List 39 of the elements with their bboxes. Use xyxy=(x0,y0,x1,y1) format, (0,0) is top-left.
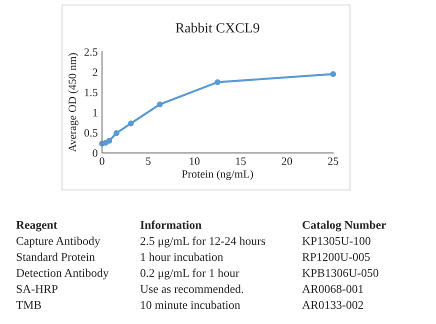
point xyxy=(330,71,336,78)
x-tick-label: 25 xyxy=(328,157,338,165)
text: 0.2 μg/mL for 1 hour xyxy=(140,268,240,280)
point xyxy=(128,120,134,126)
x-tick-label: 10 xyxy=(190,157,200,165)
text: KP1305U-100 xyxy=(302,236,370,245)
text: KPB1306U-050 xyxy=(302,268,378,277)
text: Reagent xyxy=(16,221,58,232)
y-tick-label: 1 xyxy=(93,109,98,116)
y-tick-label: 2 xyxy=(92,68,98,76)
y-axis-title: Average OD (450 nm) xyxy=(68,53,78,152)
x-axis-title: Protein (ng/mL) xyxy=(182,170,254,180)
text: 1 hour incubation xyxy=(141,252,224,261)
text: 10 minute incubation xyxy=(141,300,240,309)
chart-title: Rabbit CXCL9 xyxy=(176,22,260,33)
text: RP1200U-005 xyxy=(302,252,370,261)
text: Capture Antibody xyxy=(16,236,100,248)
point xyxy=(156,101,163,108)
point xyxy=(106,138,112,144)
text: TMB xyxy=(16,301,42,309)
text: Use as recommended. xyxy=(140,284,244,294)
text: Standard Protein xyxy=(16,252,95,261)
text: AR0068-001 xyxy=(302,284,363,293)
y-tick-label: 1.5 xyxy=(84,88,98,96)
text: AR0133-002 xyxy=(302,300,363,309)
x-tick-label: 5 xyxy=(146,158,151,165)
y-tick-label: 2.5 xyxy=(84,48,98,56)
point xyxy=(113,130,120,136)
x-tick-label: 0 xyxy=(100,157,104,165)
point xyxy=(214,79,221,86)
x-tick-label: 15 xyxy=(236,157,246,165)
text: Information xyxy=(140,220,202,229)
text: 2.5 μg/mL for 12-24 hours xyxy=(140,236,266,248)
x-tick-label: 20 xyxy=(282,157,292,165)
text: SA-HRP xyxy=(16,285,58,293)
text: Detection Antibody xyxy=(16,268,109,280)
y-tick-label: 0.5 xyxy=(84,129,98,137)
text: Catalog Number xyxy=(302,220,386,232)
y-tick-label: 0 xyxy=(92,149,98,157)
